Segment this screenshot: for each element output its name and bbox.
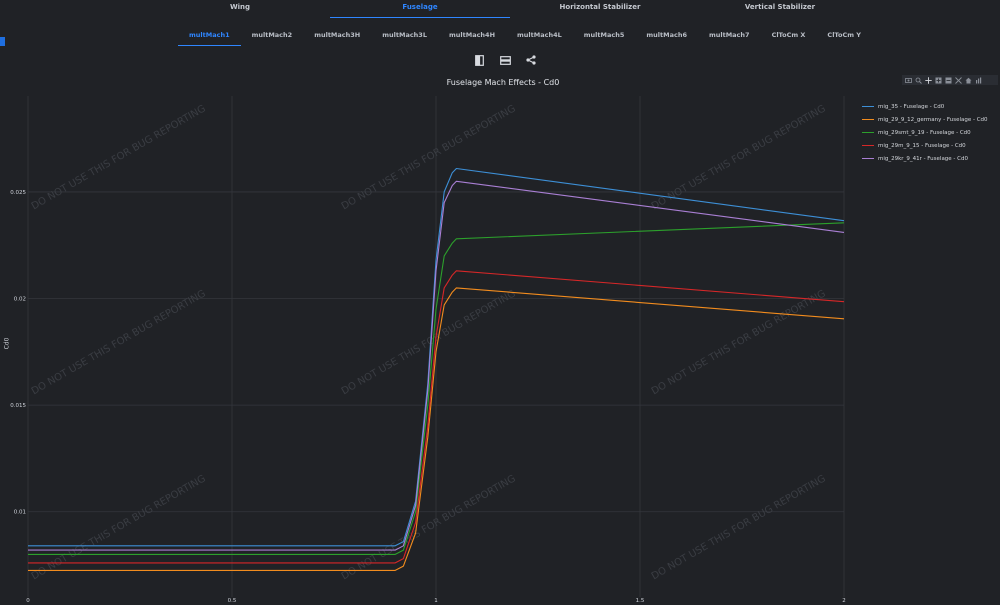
legend-label: mig_29_9_12_germany - Fuselage - Cd0 xyxy=(878,116,988,123)
main-tabs: Wing Fuselage Horizontal Stabilizer Vertica… xyxy=(150,0,870,18)
plot-modebar xyxy=(902,75,998,85)
subtab-multmach4l[interactable]: multMach4L xyxy=(517,31,562,39)
legend-label: mig_35 - Fuselage - Cd0 xyxy=(878,103,945,110)
home-icon[interactable] xyxy=(965,77,972,84)
subtab-multmach7[interactable]: multMach7 xyxy=(708,31,750,39)
series-line-1 xyxy=(28,167,845,547)
subtab-multmach6[interactable]: multMach6 xyxy=(646,31,687,39)
split-horizontal-icon[interactable] xyxy=(499,54,511,66)
tab-vertical-stabilizer[interactable]: Vertical Stabilizer xyxy=(744,3,816,11)
autoscale-icon[interactable] xyxy=(955,76,962,84)
x-tick-label: 2 xyxy=(842,598,846,604)
share-icon[interactable] xyxy=(525,54,537,66)
x-tick-label: 0 xyxy=(26,598,30,604)
legend-label: mig_29kr_9_41r - Fuselage - Cd0 xyxy=(878,155,968,162)
tab-horizontal-stabilizer[interactable]: Horizontal Stabilizer xyxy=(559,3,641,11)
series-line-5 xyxy=(28,180,845,551)
watermark-text: DO NOT USE THIS FOR BUG REPORTING xyxy=(30,473,208,582)
tab-wing[interactable]: Wing xyxy=(229,3,251,11)
x-tick-label: 1.5 xyxy=(636,598,645,604)
subtab-multmach5[interactable]: multMach5 xyxy=(583,31,625,39)
subtab-multmach1[interactable]: multMach1 xyxy=(178,28,241,46)
subtab-multmach3l[interactable]: multMach3L xyxy=(382,31,427,39)
watermark-text: DO NOT USE THIS FOR BUG REPORTING xyxy=(340,473,518,582)
x-tick-label: 1 xyxy=(434,598,438,604)
watermark-text: DO NOT USE THIS FOR BUG REPORTING xyxy=(30,288,208,397)
watermark-text: DO NOT USE THIS FOR BUG REPORTING xyxy=(650,288,828,397)
legend-item[interactable]: mig_35 - Fuselage - Cd0 xyxy=(862,100,988,113)
legend-item[interactable]: mig_29_9_12_germany - Fuselage - Cd0 xyxy=(862,113,988,126)
y-tick-label: 0.02 xyxy=(14,297,26,303)
zoom-in-icon[interactable] xyxy=(935,77,942,84)
legend-swatch xyxy=(862,145,874,146)
y-tick-label: 0.01 xyxy=(14,510,26,516)
tab-fuselage[interactable]: Fuselage xyxy=(330,0,510,18)
watermark-text: DO NOT USE THIS FOR BUG REPORTING xyxy=(650,103,828,212)
sub-tabs: multMach1 multMach2 multMach3H multMach3L mu… xyxy=(178,28,872,46)
plotly-logo-icon[interactable] xyxy=(975,77,982,84)
legend: mig_35 - Fuselage - Cd0 mig_29_9_12_germa… xyxy=(862,100,988,165)
y-tick-label: 0.025 xyxy=(10,190,26,196)
legend-label: mig_29m_9_15 - Fuselage - Cd0 xyxy=(878,142,966,149)
sidebar-toggle[interactable] xyxy=(0,37,5,46)
legend-item[interactable]: mig_29smt_9_19 - Fuselage - Cd0 xyxy=(862,126,988,139)
subtab-cltocm-y[interactable]: ClToCm Y xyxy=(827,31,861,39)
zoom-out-icon[interactable] xyxy=(945,77,952,84)
legend-swatch xyxy=(862,158,874,159)
watermark-text: DO NOT USE THIS FOR BUG REPORTING xyxy=(30,103,208,212)
legend-swatch xyxy=(862,132,874,133)
chart-title: Fuselage Mach Effects - Cd0 xyxy=(446,78,560,87)
camera-icon[interactable] xyxy=(905,77,912,84)
x-tick-label: 0.5 xyxy=(228,598,237,604)
series-line-4 xyxy=(28,270,845,564)
series-line-3 xyxy=(28,222,845,555)
subtab-cltocm-x[interactable]: ClToCm X xyxy=(771,31,806,39)
split-vertical-icon[interactable] xyxy=(473,54,485,66)
zoom-icon[interactable] xyxy=(915,77,922,84)
view-toolbar xyxy=(473,54,537,66)
watermark-text: DO NOT USE THIS FOR BUG REPORTING xyxy=(340,103,518,212)
y-tick-label: 0.015 xyxy=(10,403,26,409)
legend-swatch xyxy=(862,106,874,107)
subtab-multmach3h[interactable]: multMach3H xyxy=(314,31,361,39)
legend-label: mig_29smt_9_19 - Fuselage - Cd0 xyxy=(878,129,971,136)
legend-item[interactable]: mig_29kr_9_41r - Fuselage - Cd0 xyxy=(862,152,988,165)
watermark-text: DO NOT USE THIS FOR BUG REPORTING xyxy=(650,473,828,582)
subtab-multmach4h[interactable]: multMach4H xyxy=(448,31,496,39)
series-line-2 xyxy=(28,287,845,571)
legend-item[interactable]: mig_29m_9_15 - Fuselage - Cd0 xyxy=(862,139,988,152)
pan-icon[interactable] xyxy=(925,76,932,84)
subtab-multmach2[interactable]: multMach2 xyxy=(251,31,293,39)
legend-swatch xyxy=(862,119,874,120)
